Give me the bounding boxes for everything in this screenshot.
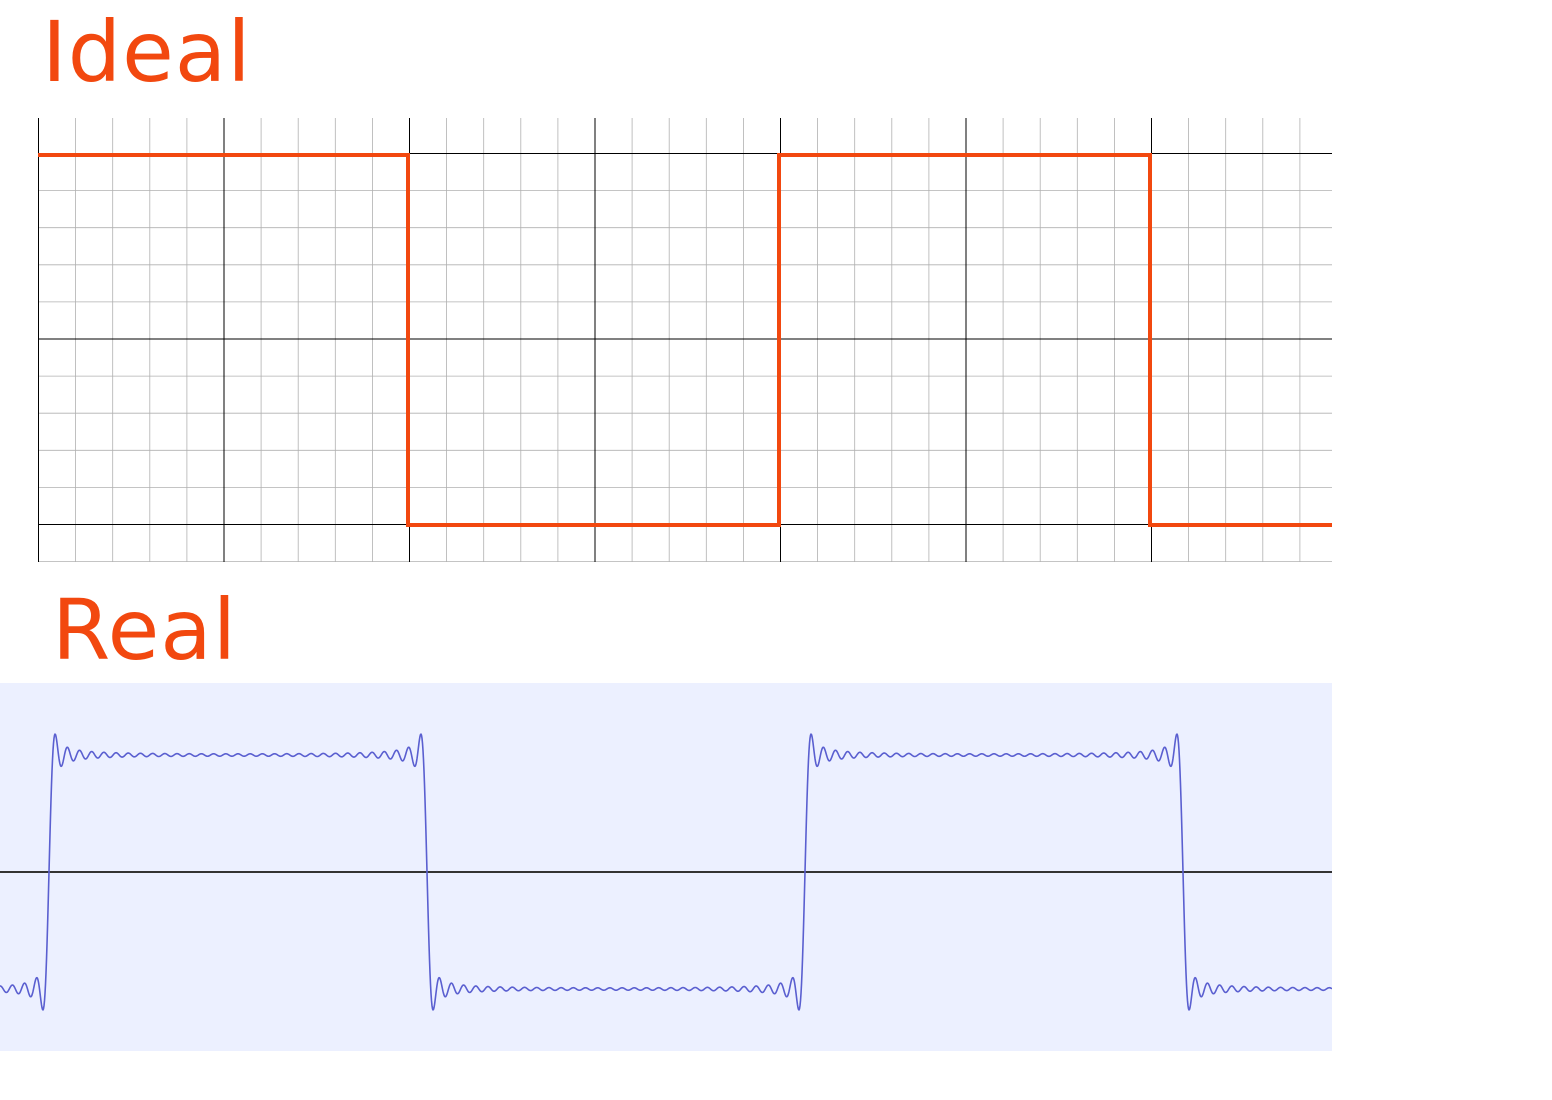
real-square-wave-plot (0, 683, 1332, 1051)
ideal-square-wave-plot (38, 118, 1332, 562)
real-plot-background (0, 683, 1332, 1051)
real-title: Real (52, 581, 238, 679)
ideal-square-wave-trace (38, 153, 1332, 527)
ideal-grid-major (38, 118, 1332, 562)
real-square-wave-trace (0, 733, 1332, 1011)
ideal-title: Ideal (42, 3, 252, 101)
ideal-grid-minor (38, 118, 1332, 562)
